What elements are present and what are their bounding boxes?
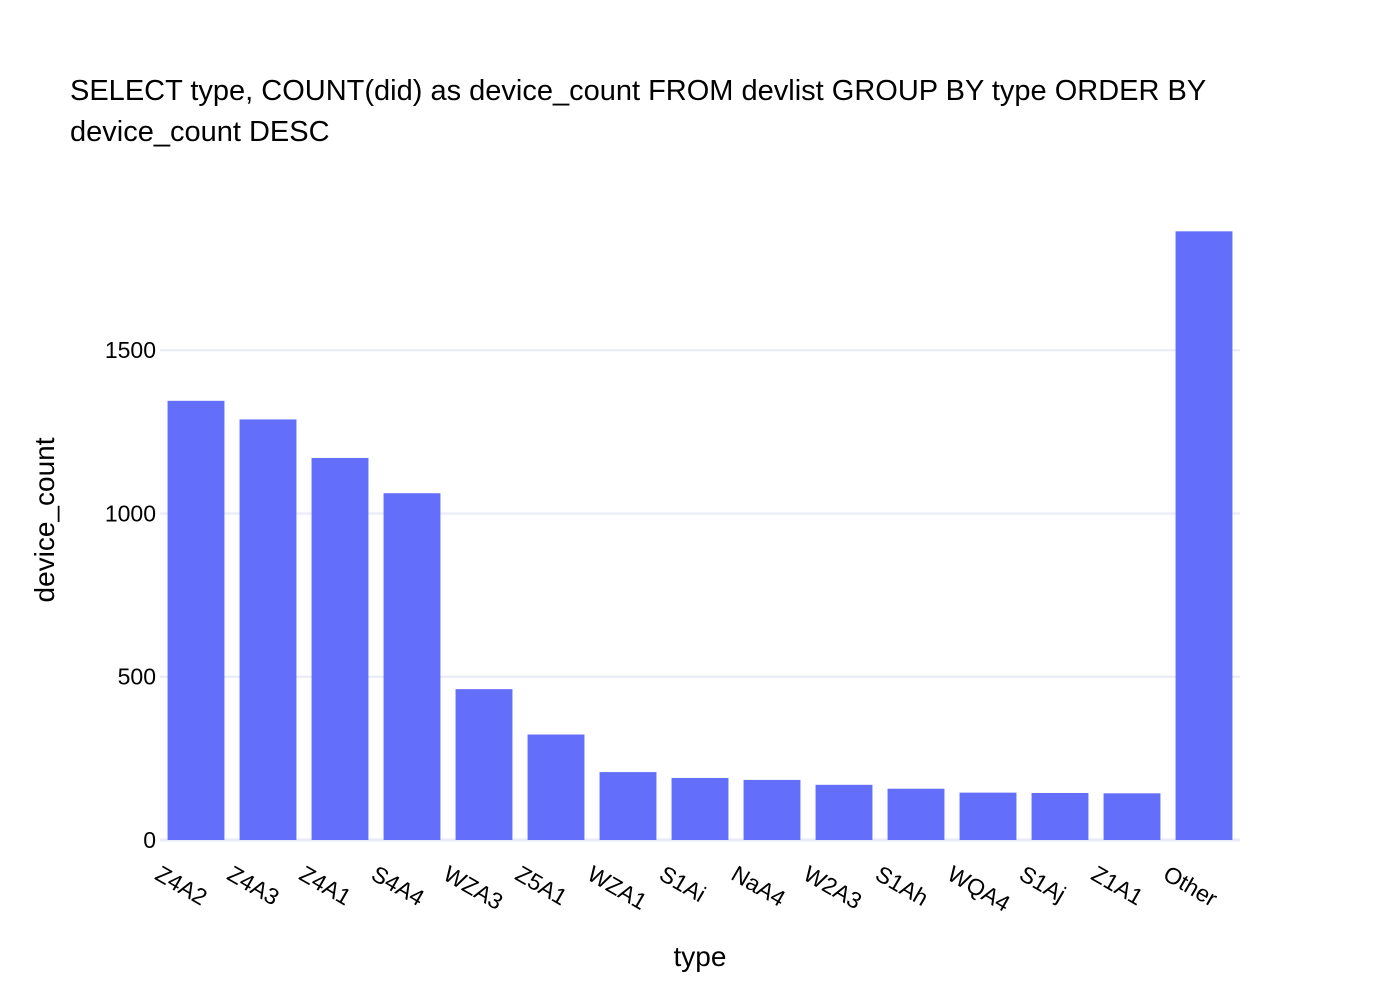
bar-s1ah[interactable]	[887, 788, 945, 840]
bar-z4a3[interactable]	[239, 419, 297, 840]
bar-other[interactable]	[1175, 231, 1233, 841]
bar-s1ai[interactable]	[671, 777, 729, 840]
x-tick-label: Other	[1159, 860, 1222, 911]
x-tick-label: S1Ah	[871, 860, 933, 911]
bar-z5a1[interactable]	[527, 734, 585, 840]
x-tick-label: WQA4	[943, 860, 1015, 916]
y-tick-label: 0	[143, 827, 156, 853]
x-tick-label: NaA4	[727, 860, 790, 911]
bar-wza1[interactable]	[599, 772, 657, 840]
chart-title-line-1: SELECT type, COUNT(did) as device_count …	[70, 75, 1206, 107]
y-tick-label: 1000	[105, 500, 156, 526]
x-tick-label: S1Ai	[655, 860, 710, 907]
y-tick-label: 1500	[105, 337, 156, 363]
y-tick-labels: 0 500 1000 1500	[105, 337, 156, 853]
bar-naa4[interactable]	[743, 779, 801, 840]
bar-wza3[interactable]	[455, 689, 513, 840]
bar-wqa4[interactable]	[959, 792, 1017, 840]
x-tick-labels: Z4A2 Z4A3 Z4A1 S4A4 WZA3 Z5A1 WZA1 S1Ai NaA4 W2A3…	[151, 860, 1222, 916]
x-axis-title: type	[674, 941, 727, 972]
bar-s4a4[interactable]	[383, 493, 441, 840]
x-tick-label: Z4A2	[151, 860, 212, 910]
bar-w2a3[interactable]	[815, 784, 873, 840]
y-axis-title: device_count	[29, 437, 60, 602]
y-tick-label: 500	[118, 664, 156, 690]
x-tick-label: WZA3	[439, 860, 507, 914]
chart-title-line-2: device_count DESC	[70, 116, 330, 148]
x-tick-label: S1Aj	[1015, 860, 1070, 907]
bar-s1aj[interactable]	[1031, 792, 1089, 840]
x-tick-label: W2A3	[799, 860, 866, 914]
x-tick-label: Z1A1	[1087, 860, 1148, 910]
x-tick-label: Z4A3	[223, 860, 284, 910]
bar-z1a1[interactable]	[1103, 793, 1161, 840]
x-tick-label: WZA1	[583, 860, 651, 914]
bars	[167, 231, 1233, 841]
bar-z4a1[interactable]	[311, 457, 369, 840]
bar-z4a2[interactable]	[167, 400, 225, 840]
x-tick-label: Z4A1	[295, 860, 356, 910]
x-tick-label: Z5A1	[511, 860, 572, 910]
x-tick-label: S4A4	[367, 860, 429, 911]
